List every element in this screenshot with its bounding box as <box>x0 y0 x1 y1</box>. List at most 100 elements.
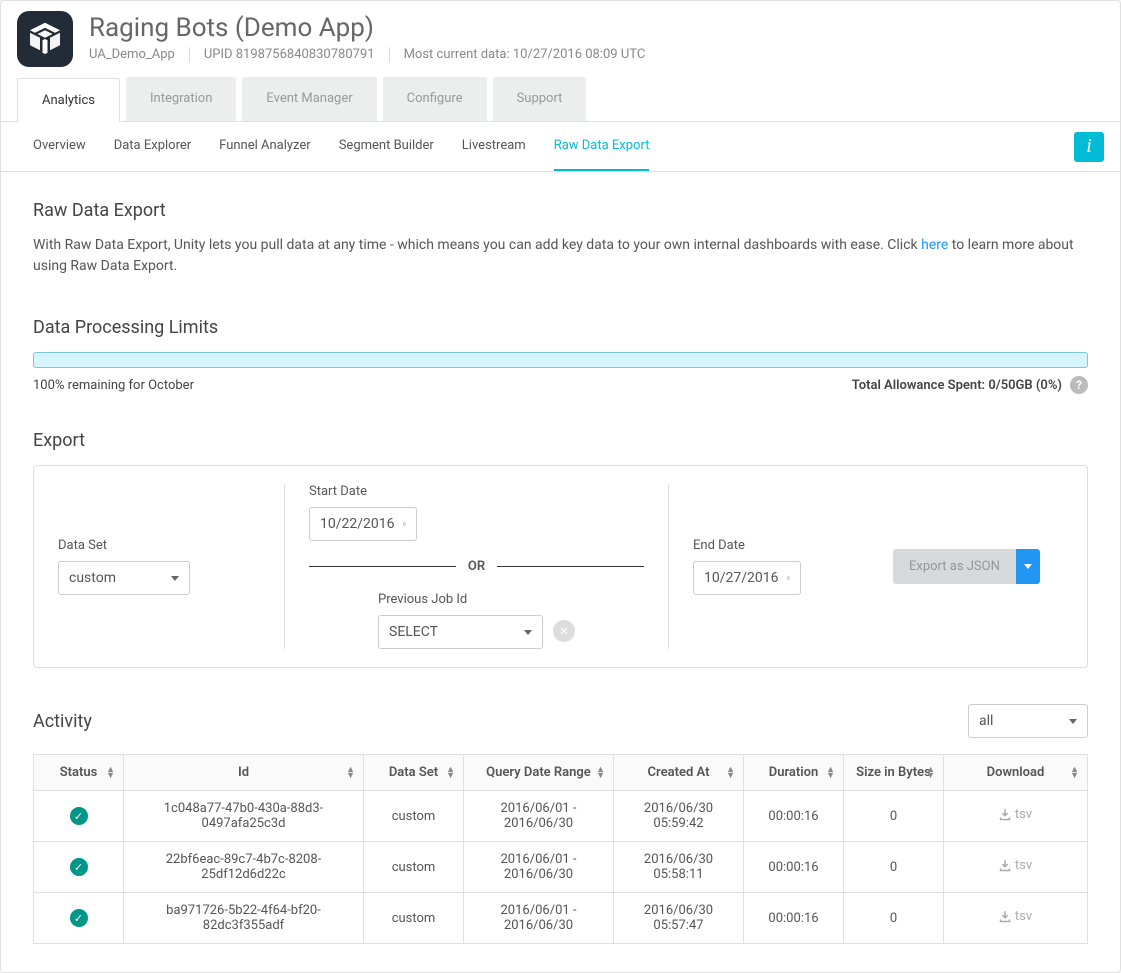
cell-created: 2016/06/30 05:57:47 <box>614 893 744 944</box>
col-size-in-bytes[interactable]: Size in Bytes▲▼ <box>844 755 944 791</box>
unity-cube-icon <box>25 19 65 59</box>
table-row: ✓ba971726-5b22-4f64-bf20-82dc3f355adfcus… <box>34 893 1088 944</box>
col-status[interactable]: Status▲▼ <box>34 755 124 791</box>
activity-filter-select[interactable]: all <box>968 704 1088 738</box>
cell-dataset: custom <box>364 842 464 893</box>
sort-icon: ▲▼ <box>346 767 355 779</box>
sort-icon: ▲▼ <box>596 767 605 779</box>
limits-remaining: 100% remaining for October <box>33 378 194 393</box>
cell-duration: 00:00:16 <box>744 893 844 944</box>
sort-icon: ▲▼ <box>726 767 735 779</box>
main-tab-analytics[interactable]: Analytics <box>17 78 120 122</box>
rde-title: Raw Data Export <box>33 200 1088 221</box>
sub-tabs: Overview Data Explorer Funnel Analyzer Segm… <box>17 122 1074 171</box>
export-title: Export <box>33 430 1088 451</box>
sub-tab-livestream[interactable]: Livestream <box>462 122 526 171</box>
main-tab-configure[interactable]: Configure <box>383 77 487 121</box>
start-date-value: 10/22/2016 <box>320 516 395 532</box>
table-row: ✓1c048a77-47b0-430a-88d3-0497afa25c3dcus… <box>34 791 1088 842</box>
calendar-icon <box>787 571 791 585</box>
export-panel: Data Set custom Start Date 10/22/2016 OR <box>33 465 1088 668</box>
end-date-value: 10/27/2016 <box>704 570 779 586</box>
main-tabs: AnalyticsIntegrationEvent ManagerConfigu… <box>1 77 1120 121</box>
dataset-select[interactable]: custom <box>58 561 190 595</box>
calendar-icon <box>403 517 407 531</box>
app-name-meta: UA_Demo_App <box>89 47 190 62</box>
main-tab-support[interactable]: Support <box>493 77 587 121</box>
status-ok-icon: ✓ <box>70 909 88 927</box>
divider <box>309 566 456 567</box>
cell-duration: 00:00:16 <box>744 842 844 893</box>
chevron-down-icon <box>1069 719 1077 724</box>
chevron-down-icon <box>171 576 179 581</box>
rde-description: With Raw Data Export, Unity lets you pul… <box>33 235 1088 277</box>
export-json-button[interactable]: Export as JSON <box>893 549 1016 584</box>
cell-id: 22bf6eac-89c7-4b7c-8208-25df12d6d22c <box>124 842 364 893</box>
sub-tab-segment-builder[interactable]: Segment Builder <box>339 122 434 171</box>
limits-title: Data Processing Limits <box>33 317 1088 338</box>
download-link[interactable]: tsv <box>999 858 1032 873</box>
download-link[interactable]: tsv <box>999 807 1032 822</box>
sub-tab-raw-data-export[interactable]: Raw Data Export <box>554 122 650 171</box>
activity-table: Status▲▼Id▲▼Data Set▲▼Query Date Range▲▼… <box>33 754 1088 944</box>
or-label: OR <box>468 559 485 574</box>
current-data-meta: Most current data: 10/27/2016 08:09 UTC <box>404 47 660 62</box>
dataset-label: Data Set <box>58 538 260 553</box>
upid-meta: UPID 8198756840830780791 <box>204 47 390 62</box>
start-date-label: Start Date <box>309 484 644 499</box>
cell-size: 0 <box>844 842 944 893</box>
start-date-input[interactable]: 10/22/2016 <box>309 507 417 541</box>
cell-duration: 00:00:16 <box>744 791 844 842</box>
cell-id: ba971726-5b22-4f64-bf20-82dc3f355adf <box>124 893 364 944</box>
app-title: Raging Bots (Demo App) <box>89 13 1104 43</box>
export-dropdown-button[interactable] <box>1016 549 1040 584</box>
help-icon[interactable]: ? <box>1070 376 1088 394</box>
cell-dataset: custom <box>364 791 464 842</box>
end-date-input[interactable]: 10/27/2016 <box>693 561 801 595</box>
cell-range: 2016/06/01 - 2016/06/30 <box>464 791 614 842</box>
sort-icon: ▲▼ <box>106 767 115 779</box>
cell-created: 2016/06/30 05:59:42 <box>614 791 744 842</box>
cell-created: 2016/06/30 05:58:11 <box>614 842 744 893</box>
col-data-set[interactable]: Data Set▲▼ <box>364 755 464 791</box>
download-link[interactable]: tsv <box>999 909 1032 924</box>
col-duration[interactable]: Duration▲▼ <box>744 755 844 791</box>
divider <box>497 566 644 567</box>
dataset-value: custom <box>69 570 116 586</box>
col-query-date-range[interactable]: Query Date Range▲▼ <box>464 755 614 791</box>
activity-title: Activity <box>33 711 92 732</box>
app-header: Raging Bots (Demo App) UA_Demo_App UPID … <box>1 1 1120 77</box>
export-button-group: Export as JSON <box>893 549 1040 584</box>
table-row: ✓22bf6eac-89c7-4b7c-8208-25df12d6d22ccus… <box>34 842 1088 893</box>
cell-range: 2016/06/01 - 2016/06/30 <box>464 893 614 944</box>
download-icon <box>999 809 1011 821</box>
clear-prev-job-button[interactable]: ✕ <box>553 620 575 642</box>
sort-icon: ▲▼ <box>826 767 835 779</box>
sub-tab-funnel-analyzer[interactable]: Funnel Analyzer <box>219 122 311 171</box>
sub-tab-overview[interactable]: Overview <box>33 122 86 171</box>
sub-tab-data-explorer[interactable]: Data Explorer <box>114 122 191 171</box>
download-icon <box>999 911 1011 923</box>
cell-size: 0 <box>844 791 944 842</box>
rde-desc-pre: With Raw Data Export, Unity lets you pul… <box>33 237 921 253</box>
limits-allowance: Total Allowance Spent: 0/50GB (0%) <box>852 378 1062 393</box>
cell-id: 1c048a77-47b0-430a-88d3-0497afa25c3d <box>124 791 364 842</box>
main-tab-event-manager[interactable]: Event Manager <box>242 77 376 121</box>
chevron-down-icon <box>1024 564 1032 569</box>
unity-logo-icon <box>17 11 73 67</box>
sort-icon: ▲▼ <box>1070 767 1079 779</box>
prev-job-select[interactable]: SELECT <box>378 615 543 649</box>
info-icon[interactable]: i <box>1074 132 1104 162</box>
prev-job-value: SELECT <box>389 624 438 640</box>
activity-filter-value: all <box>979 713 993 729</box>
learn-more-link[interactable]: here <box>921 237 948 253</box>
main-tab-integration[interactable]: Integration <box>126 77 236 121</box>
chevron-down-icon <box>524 630 532 635</box>
col-created-at[interactable]: Created At▲▼ <box>614 755 744 791</box>
download-icon <box>999 860 1011 872</box>
end-date-label: End Date <box>693 538 845 553</box>
col-id[interactable]: Id▲▼ <box>124 755 364 791</box>
sort-icon: ▲▼ <box>926 767 935 779</box>
limits-progress-bar <box>33 352 1088 368</box>
col-download[interactable]: Download▲▼ <box>944 755 1088 791</box>
